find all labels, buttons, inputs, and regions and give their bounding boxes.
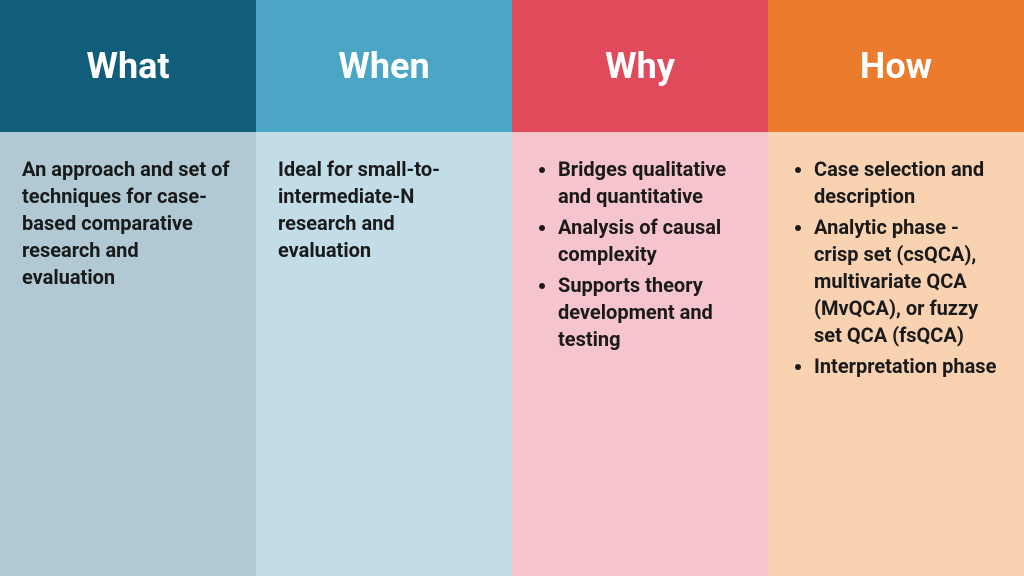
body-text: An approach and set of techniques for ca… bbox=[22, 156, 234, 291]
column-header-what: What bbox=[0, 0, 256, 132]
column-header-how: How bbox=[768, 0, 1024, 132]
column-header-why: Why bbox=[512, 0, 768, 132]
body-text: Ideal for small-to-intermediate-N resear… bbox=[278, 156, 490, 264]
body-list: Case selection and description Analytic … bbox=[790, 156, 1002, 380]
list-item: Interpretation phase bbox=[814, 353, 1002, 380]
header-title: How bbox=[860, 45, 932, 87]
column-body-how: Case selection and description Analytic … bbox=[768, 132, 1024, 576]
list-item: Analysis of causal complexity bbox=[558, 214, 746, 268]
column-body-when: Ideal for small-to-intermediate-N resear… bbox=[256, 132, 512, 576]
list-item: Bridges qualitative and quantitative bbox=[558, 156, 746, 210]
header-title: When bbox=[338, 45, 429, 87]
column-header-when: When bbox=[256, 0, 512, 132]
column-body-what: An approach and set of techniques for ca… bbox=[0, 132, 256, 576]
list-item: Case selection and description bbox=[814, 156, 1002, 210]
list-item: Supports theory development and testing bbox=[558, 272, 746, 353]
header-title: Why bbox=[605, 45, 675, 87]
body-list: Bridges qualitative and quantitative Ana… bbox=[534, 156, 746, 353]
header-title: What bbox=[86, 45, 169, 87]
list-item: Analytic phase - crisp set (csQCA), mult… bbox=[814, 214, 1002, 349]
column-body-why: Bridges qualitative and quantitative Ana… bbox=[512, 132, 768, 576]
infographic-grid: What When Why How An approach and set of… bbox=[0, 0, 1024, 576]
